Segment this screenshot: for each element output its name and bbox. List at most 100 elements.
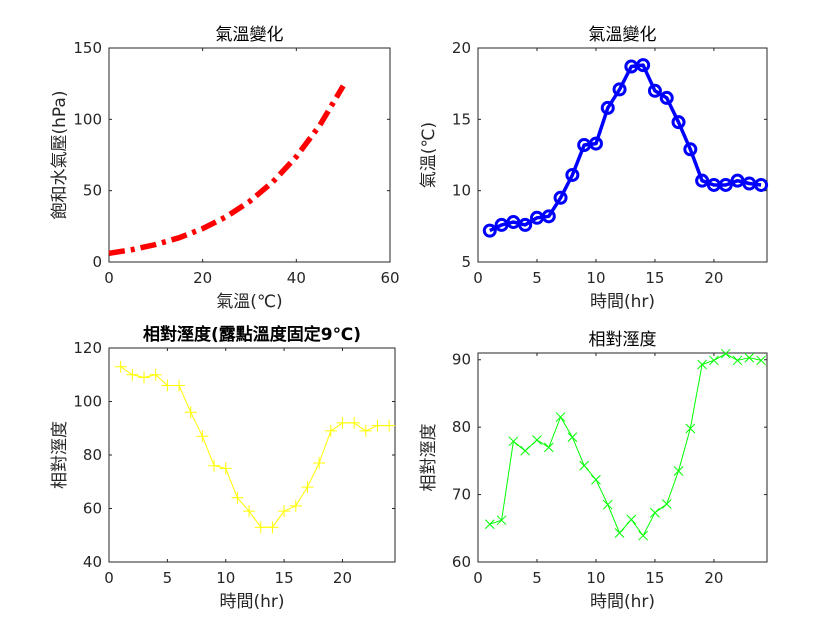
y-axis-label: 相對溼度 bbox=[50, 421, 70, 489]
y-tick-label: 80 bbox=[452, 418, 471, 436]
y-tick-label: 50 bbox=[83, 182, 102, 200]
x-tick-label: 0 bbox=[104, 569, 114, 587]
data-point bbox=[695, 173, 710, 188]
y-tick-label: 80 bbox=[83, 446, 102, 464]
y-tick-label: 100 bbox=[73, 110, 102, 128]
data-point bbox=[614, 528, 625, 538]
y-tick-label: 90 bbox=[452, 351, 471, 369]
y-tick-label: 20 bbox=[452, 39, 471, 57]
y-tick-label: 0 bbox=[92, 253, 102, 271]
series-line bbox=[108, 84, 346, 257]
data-point bbox=[647, 83, 662, 98]
data-point bbox=[541, 209, 556, 224]
y-tick-label: 40 bbox=[83, 553, 102, 571]
data-point bbox=[301, 481, 314, 494]
data-point bbox=[173, 379, 186, 392]
data-point bbox=[659, 90, 674, 105]
data-point bbox=[518, 217, 533, 232]
data-point bbox=[671, 115, 686, 130]
data-point bbox=[138, 371, 151, 384]
data-point bbox=[520, 445, 531, 456]
data-point bbox=[508, 436, 519, 447]
x-tick-label: 60 bbox=[380, 269, 399, 287]
subplot-3: 0 5 10 15 20 40 60 80 100 120 相對溼度(露點溫度固定9℃) 時間(hr)… bbox=[50, 324, 396, 612]
x-tick-label: 15 bbox=[275, 569, 294, 587]
data-point bbox=[208, 459, 221, 472]
series-line bbox=[489, 63, 762, 233]
x-tick-label: 20 bbox=[193, 269, 212, 287]
axes-frame bbox=[477, 352, 768, 563]
data-point bbox=[720, 348, 731, 359]
data-point bbox=[266, 521, 279, 534]
data-point bbox=[626, 514, 637, 525]
x-tick-label: 40 bbox=[287, 269, 306, 287]
data-point bbox=[744, 352, 755, 363]
data-point bbox=[683, 142, 698, 157]
x-tick-label: 10 bbox=[216, 569, 235, 587]
x-tick-label: 0 bbox=[473, 569, 483, 587]
data-point bbox=[602, 499, 613, 510]
data-point bbox=[482, 223, 497, 238]
data-point bbox=[359, 424, 372, 437]
data-point bbox=[754, 177, 769, 192]
data-point bbox=[219, 462, 232, 475]
x-tick-label: 15 bbox=[645, 269, 664, 287]
x-axis-label: 時間(hr) bbox=[219, 592, 284, 612]
data-point bbox=[149, 368, 162, 381]
x-tick-label: 20 bbox=[704, 569, 723, 587]
y-axis-label: 氣溫(℃) bbox=[419, 122, 439, 188]
data-point bbox=[673, 466, 684, 476]
data-point bbox=[718, 177, 733, 192]
data-point bbox=[231, 491, 244, 504]
data-point bbox=[650, 507, 660, 518]
y-tick-label: 120 bbox=[73, 339, 102, 357]
x-axis-label: 時間(hr) bbox=[590, 292, 655, 312]
x-tick-label: 10 bbox=[586, 269, 605, 287]
x-tick-label: 0 bbox=[473, 269, 483, 287]
y-tick-label: 60 bbox=[452, 553, 471, 571]
axes-frame bbox=[108, 47, 391, 263]
data-point bbox=[612, 82, 627, 97]
y-tick-label: 100 bbox=[73, 393, 102, 411]
y-axis-label: 相對溼度 bbox=[419, 424, 439, 492]
chart-title: 氣溫變化 bbox=[216, 25, 284, 45]
data-point bbox=[196, 430, 209, 443]
data-point bbox=[588, 136, 603, 151]
data-point bbox=[579, 460, 590, 471]
data-point bbox=[254, 521, 267, 534]
data-point bbox=[636, 58, 651, 73]
axes-frame bbox=[108, 347, 396, 563]
data-point bbox=[709, 355, 719, 366]
y-tick-label: 150 bbox=[73, 39, 102, 57]
chart-title: 相對溼度 bbox=[589, 330, 657, 350]
data-point bbox=[336, 416, 349, 429]
x-axis-label: 氣溫(℃) bbox=[216, 292, 282, 312]
data-point bbox=[126, 368, 139, 381]
data-point bbox=[565, 167, 580, 182]
x-tick-label: 5 bbox=[163, 569, 173, 587]
data-point bbox=[553, 190, 568, 205]
x-tick-label: 20 bbox=[704, 269, 723, 287]
data-point bbox=[324, 424, 337, 437]
data-point bbox=[591, 474, 601, 485]
y-tick-label: 60 bbox=[83, 500, 102, 518]
data-point bbox=[278, 505, 291, 518]
y-tick-label: 10 bbox=[452, 182, 471, 200]
data-point bbox=[600, 100, 615, 115]
data-point bbox=[685, 423, 696, 434]
data-point bbox=[496, 515, 507, 526]
x-tick-label: 20 bbox=[333, 569, 352, 587]
data-point bbox=[543, 442, 554, 453]
x-tick-label: 5 bbox=[532, 269, 542, 287]
data-point bbox=[348, 416, 361, 429]
x-tick-label: 0 bbox=[104, 269, 114, 287]
data-point bbox=[114, 360, 127, 373]
data-point bbox=[184, 406, 197, 419]
x-axis-label: 時間(hr) bbox=[590, 592, 655, 612]
x-tick-label: 15 bbox=[645, 569, 664, 587]
data-point bbox=[756, 355, 766, 366]
